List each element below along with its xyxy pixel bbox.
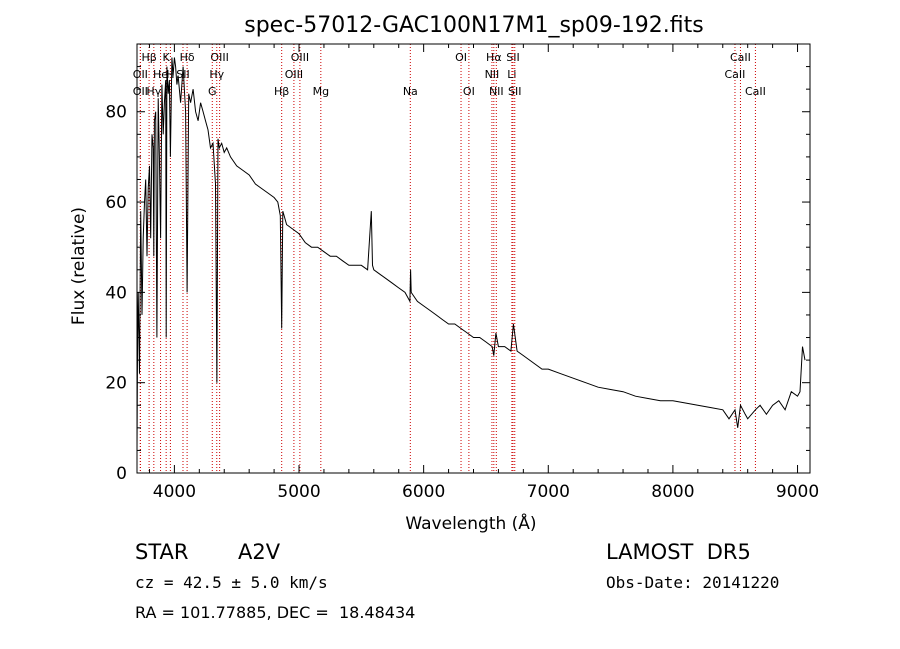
x-tick-label: 9000 (776, 482, 819, 502)
line-marker-label: He (153, 68, 168, 81)
line-marker-label: Hγ (146, 85, 161, 98)
line-marker-label: Hβ (274, 85, 289, 98)
redshift-readout: cz = 42.5 ± 5.0 km/s (135, 573, 328, 592)
y-tick-label: 0 (116, 464, 127, 484)
line-marker-label: OIII (291, 51, 309, 64)
line-marker-label: NII (485, 68, 500, 81)
axes: 4000 5000 6000 7000 8000 9000 0 20 40 60 80 (105, 44, 819, 502)
line-marker-label: Hγ (209, 68, 224, 81)
x-tick-label: 6000 (402, 482, 445, 502)
obs-date: Obs-Date: 20141220 (606, 573, 780, 592)
y-tick-label: 80 (105, 103, 127, 123)
x-axis-label: Wavelength (Å) (405, 512, 536, 534)
object-class: STAR (135, 540, 189, 564)
line-marker-label: CaII (745, 85, 766, 98)
x-tick-label: 5000 (277, 482, 320, 502)
line-marker-label: OIII (210, 51, 228, 64)
plot-frame (136, 43, 811, 474)
line-marker-label: SII (508, 85, 521, 98)
y-tick-label: 20 (105, 374, 127, 394)
spectrum-series (136, 57, 806, 451)
line-marker-label: Li (507, 68, 516, 81)
line-marker-label: Hα (486, 51, 502, 64)
line-marker-label: OIII (285, 68, 303, 81)
line-marker-label: OI (463, 85, 475, 98)
x-tick-label: 7000 (527, 482, 570, 502)
line-marker-label: SII (506, 51, 519, 64)
line-marker-label: CaII (725, 68, 746, 81)
line-marker-label: Hβ (141, 51, 156, 64)
y-tick-label: 40 (105, 283, 127, 303)
line-marker-label: CaII (730, 51, 751, 64)
x-tick-label: 8000 (651, 482, 694, 502)
spectrum-line (136, 57, 806, 451)
chart-title: spec-57012-GAC100N17M1_sp09-192.fits (244, 13, 704, 38)
object-subclass: A2V (238, 540, 281, 564)
x-tick-label: 4000 (153, 482, 196, 502)
coordinates: RA = 101.77885, DEC = 18.48434 (135, 603, 416, 622)
line-marker-label: Hδ (180, 51, 195, 64)
y-tick-label: 60 (105, 193, 127, 213)
line-marker-label: Mg (313, 85, 329, 98)
line-marker-label: G (208, 85, 217, 98)
y-axis-label: Flux (relative) (69, 207, 89, 325)
line-marker-label: K (163, 51, 171, 64)
line-marker-label: Na (403, 85, 418, 98)
line-marker-label: NII (489, 85, 504, 98)
line-marker-label: H (166, 68, 174, 81)
survey-name: LAMOST DR5 (606, 540, 751, 564)
line-marker-label: OI (455, 51, 467, 64)
